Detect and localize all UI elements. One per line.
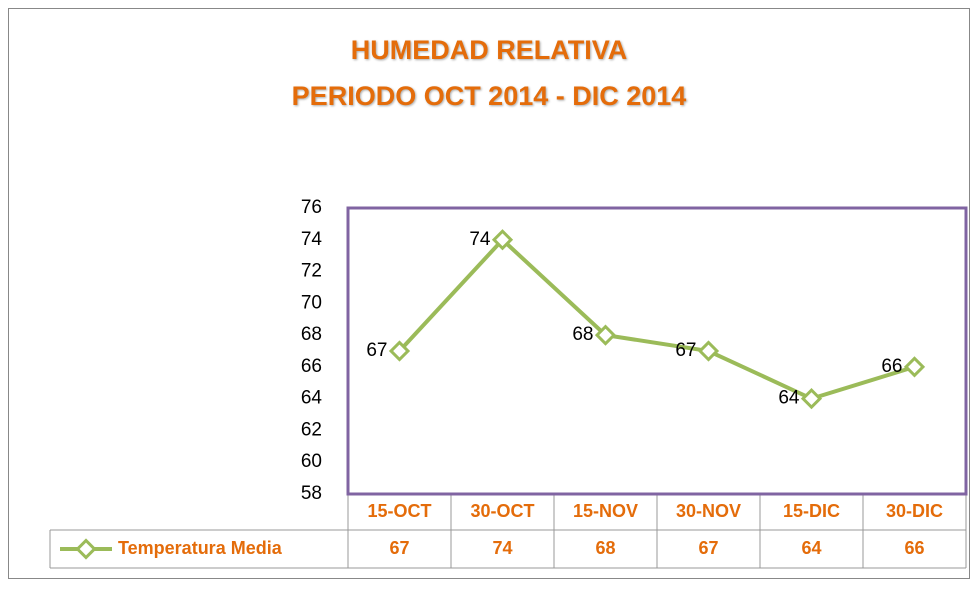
- marker: [903, 356, 926, 378]
- chart-border: [8, 8, 970, 579]
- table-value: 74: [492, 538, 512, 558]
- table-value: 66: [904, 538, 924, 558]
- x-tick-label: 15-NOV: [573, 501, 638, 521]
- table-value: 67: [389, 538, 409, 558]
- y-tick-label: 72: [301, 261, 322, 282]
- legend-marker: [75, 538, 97, 560]
- legend-label: Temperatura Media: [118, 538, 283, 558]
- data-label: 67: [366, 340, 387, 361]
- x-tick-label: 15-OCT: [367, 501, 431, 521]
- marker: [388, 340, 411, 362]
- y-tick-label: 62: [301, 419, 322, 440]
- data-label: 64: [778, 388, 800, 409]
- y-tick-label: 70: [301, 292, 322, 313]
- table-value: 67: [698, 538, 718, 558]
- x-tick-label: 30-NOV: [676, 501, 741, 521]
- y-tick-label: 66: [301, 356, 322, 377]
- marker: [697, 340, 720, 362]
- table-value: 64: [801, 538, 821, 558]
- y-tick-label: 76: [301, 197, 322, 218]
- y-tick-label: 60: [301, 451, 322, 472]
- marker: [800, 388, 823, 410]
- table-value: 68: [595, 538, 615, 558]
- y-tick-label: 68: [301, 324, 322, 345]
- chart-title: HUMEDAD RELATIVA: [351, 35, 628, 65]
- data-label: 68: [572, 324, 593, 345]
- data-label: 67: [675, 340, 696, 361]
- data-label: 74: [469, 229, 491, 250]
- marker: [594, 324, 617, 346]
- x-tick-label: 30-DIC: [886, 501, 943, 521]
- y-tick-label: 64: [301, 388, 323, 409]
- data-label: 66: [881, 356, 902, 377]
- marker: [491, 229, 514, 251]
- chart-title: PERIODO OCT 2014 - DIC 2014: [292, 81, 687, 111]
- series-line: [398, 236, 916, 401]
- x-tick-label: 30-OCT: [470, 501, 534, 521]
- y-tick-label: 74: [301, 229, 323, 250]
- x-tick-label: 15-DIC: [783, 501, 840, 521]
- y-tick-label: 58: [301, 483, 322, 504]
- plot-border: [346, 206, 968, 496]
